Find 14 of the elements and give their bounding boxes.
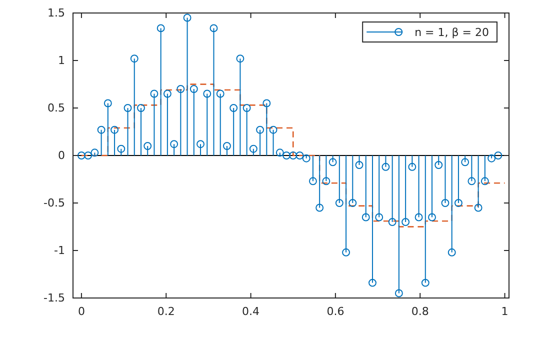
x-tick-label: 0.6 bbox=[326, 304, 344, 318]
y-tick-label: -0.5 bbox=[44, 196, 65, 210]
y-tick-label: 0 bbox=[58, 149, 65, 162]
legend-label: n = 1, β = 20 bbox=[414, 26, 489, 39]
y-tick-label: 1 bbox=[58, 54, 65, 68]
y-tick-label: 0.5 bbox=[48, 102, 65, 115]
x-tick-label: 0.8 bbox=[411, 304, 429, 318]
y-tick-label: 1.5 bbox=[48, 6, 65, 20]
x-tick-label: 0.4 bbox=[242, 304, 260, 318]
x-tick-label: 0 bbox=[78, 304, 85, 318]
y-tick-label: -1.5 bbox=[44, 292, 65, 305]
x-tick-label: 1 bbox=[501, 304, 508, 318]
x-tick-label: 0.2 bbox=[157, 304, 175, 318]
y-tick-label: -1 bbox=[54, 244, 65, 258]
